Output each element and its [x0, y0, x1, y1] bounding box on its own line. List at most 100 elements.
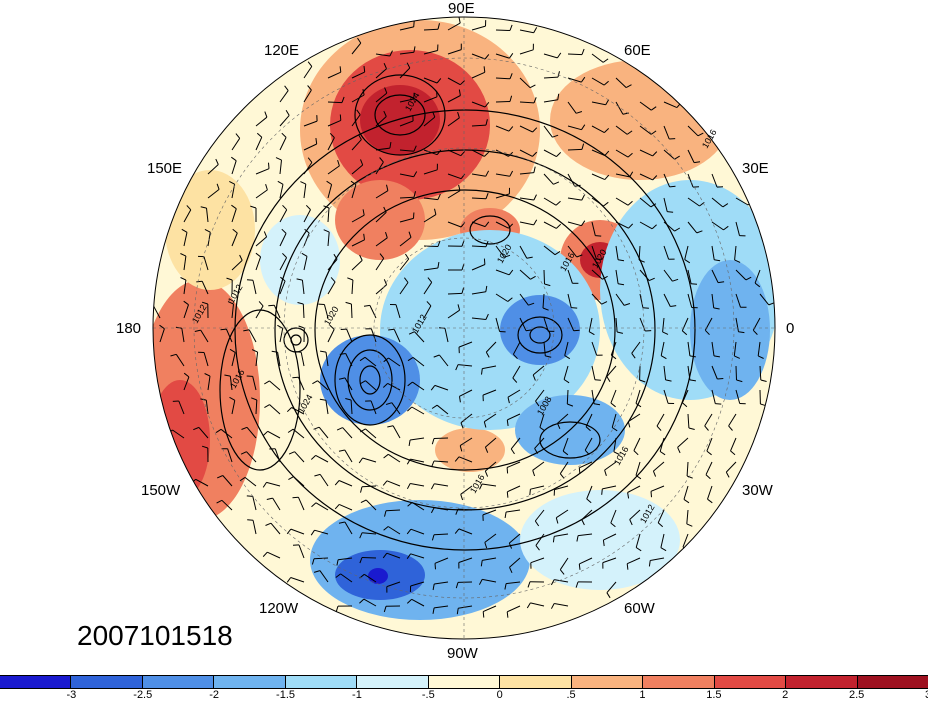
wind-barb-flag [715, 403, 722, 405]
wind-barb [370, 328, 377, 343]
wind-barb [611, 413, 617, 428]
wind-barb-flag [183, 300, 189, 306]
wind-barb-flag [379, 253, 385, 259]
wind-barb [159, 328, 165, 343]
cold-anomaly-arctic [380, 230, 600, 430]
wind-barb [279, 280, 286, 295]
wind-barb [615, 293, 625, 306]
wind-barb-flag [359, 356, 366, 362]
wind-barb-flag [235, 133, 241, 139]
wind-barb-flag [485, 193, 489, 199]
wind-barb-flag [461, 264, 465, 271]
wind-barb [279, 160, 282, 175]
wind-barb [255, 256, 262, 271]
wind-barb [554, 485, 569, 491]
wind-barb-flag [329, 324, 335, 330]
wind-barb [519, 293, 529, 306]
wind-barb-flag [288, 451, 295, 455]
wind-barb-flag [483, 66, 486, 73]
timestamp-label: 2007101518 [77, 620, 233, 651]
wind-barb-flag [627, 421, 631, 428]
wind-barb-flag [406, 483, 411, 490]
wind-barb-flag [626, 130, 633, 135]
wind-barb-flag [694, 161, 701, 164]
wind-barb [559, 557, 569, 570]
wind-barb-flag [602, 58, 609, 63]
wind-barb [325, 400, 329, 415]
wind-barb [482, 578, 497, 583]
wind-barb-flag [389, 142, 392, 149]
wind-barb [458, 456, 473, 463]
wind-barb [554, 579, 569, 583]
wind-barb [229, 376, 233, 391]
wind-barb-flag [406, 458, 411, 465]
wind-barb-flag [482, 611, 485, 618]
wind-barb [539, 413, 545, 428]
wind-barb [591, 245, 597, 260]
wind-barb [579, 557, 593, 565]
wind-barb [567, 245, 578, 258]
wind-barb [681, 317, 689, 332]
wind-barb [508, 533, 521, 544]
wind-barb [687, 221, 698, 234]
wind-barb [447, 149, 462, 157]
wind-barb [711, 269, 719, 283]
wind-barb [344, 377, 353, 391]
wind-barb [399, 120, 414, 127]
wind-barb-flag [339, 66, 342, 73]
wind-barb [255, 305, 264, 319]
wind-barb [388, 357, 401, 367]
wind-barb [387, 526, 401, 535]
wind-barb-flag [535, 545, 540, 551]
wind-barb-flag [485, 313, 489, 320]
wind-barb [566, 389, 569, 405]
wind-barb-flag [542, 307, 549, 311]
wind-barb [471, 221, 486, 228]
wind-barb [252, 520, 257, 535]
wind-barb [292, 428, 305, 439]
wind-barb-flag [264, 380, 270, 385]
wind-barb-flag [250, 205, 257, 209]
wind-barb [436, 404, 449, 415]
wind-barb [255, 352, 259, 367]
wind-barb-flag [277, 180, 284, 185]
cold-anomaly-atlantic-core [690, 260, 770, 400]
wind-barb-flag [379, 157, 384, 163]
wind-barb [660, 533, 665, 548]
wind-barb [659, 437, 665, 452]
wind-barb [457, 508, 473, 511]
wind-barb [297, 496, 305, 511]
wind-barb [471, 317, 486, 320]
wind-barb [663, 293, 671, 307]
wind-barb-flag [686, 475, 693, 479]
wind-barb [399, 173, 414, 178]
wind-barb [270, 522, 281, 535]
wind-barb-flag [526, 602, 531, 609]
wind-barb [399, 282, 409, 295]
wind-barb [663, 149, 675, 160]
wind-barb [567, 269, 573, 284]
wind-barb-flag [180, 277, 187, 281]
wind-barb [543, 221, 557, 229]
wind-barb-flag [556, 152, 562, 157]
wind-barb [591, 101, 606, 106]
wind-barb-flag [506, 467, 509, 474]
wind-barb [495, 245, 505, 258]
wind-barb [687, 197, 700, 207]
wind-barb-flag [461, 240, 465, 247]
wind-barb [510, 437, 521, 450]
wind-barb-flag [335, 573, 341, 578]
wind-barb-flag [357, 37, 362, 44]
wind-barb [687, 365, 691, 380]
wind-barb [351, 114, 361, 127]
wind-barb-flag [315, 138, 318, 145]
wind-barb-flag [432, 583, 435, 591]
wind-barb [471, 291, 486, 295]
wind-barb [506, 581, 521, 585]
wind-barb [519, 77, 531, 89]
wind-barb-flag [282, 252, 287, 258]
wind-barb-flag [338, 449, 345, 452]
wind-barb-flag [635, 547, 642, 552]
wind-barb-flag [650, 491, 652, 498]
wind-barb [434, 605, 449, 609]
